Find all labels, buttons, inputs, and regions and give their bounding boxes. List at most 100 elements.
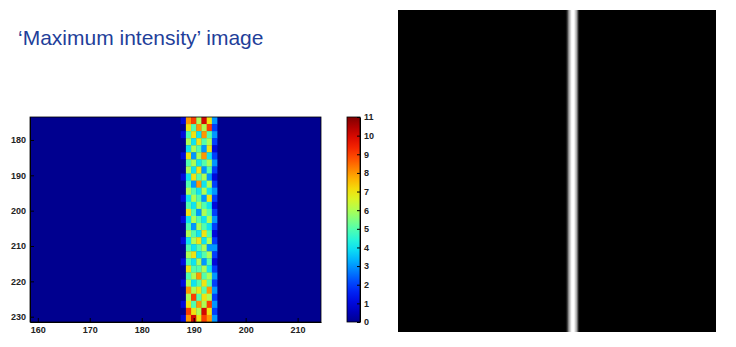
heatmap-cell [201,124,206,131]
heatmap-cell [196,280,201,287]
heatmap-cell [201,237,206,244]
heatmap-cell [212,287,217,294]
heatmap-cell [191,230,196,237]
heatmap-cell [186,202,191,209]
heatmap-cell [201,159,206,166]
heatmap-cell [201,209,206,216]
heatmap-cell [212,244,217,251]
y-axis-tick-label: 190 [11,171,26,181]
heatmap-cell [212,152,217,159]
heatmap-cell [181,152,186,159]
heatmap-cell [207,174,212,181]
colorbar [347,117,360,322]
colorbar-axis-line [360,118,361,323]
heatmap-cell [207,138,212,145]
heatmap-cell [181,209,186,216]
heatmap-cell [201,202,206,209]
heatmap-cell [191,216,196,223]
x-axis-tick-mark [90,318,91,322]
heatmap-cell [181,131,186,138]
heatmap-cell [212,188,217,195]
heatmap-cell [207,315,212,322]
heatmap-cell [181,237,186,244]
heatmap-cell [196,301,201,308]
heatmap-cell [207,145,212,152]
colorbar-axis-tick: 3 [357,261,369,271]
heatmap-cell [207,117,212,124]
canvas: ‘Maximum intensity’ image160170180190200… [0,0,736,347]
heatmap-cell [181,287,186,294]
x-axis: 160170180190200210 [31,318,322,335]
heatmap-cell [196,209,201,216]
heatmap-cell [191,124,196,131]
heatmap-cell [191,258,196,265]
heatmap-cell [196,216,201,223]
heatmap-cell [196,251,201,258]
y-axis-tick-mark [30,175,34,176]
heatmap-cell [207,280,212,287]
colorbar-axis-tick-label: 1 [364,299,369,309]
heatmap-cell [181,315,186,322]
heatmap-cell [201,223,206,230]
heatmap-cell [186,251,191,258]
heatmap-cell [201,258,206,265]
heatmap-cell [212,202,217,209]
heatmap-cell [207,216,212,223]
heatmap-cell [196,294,201,301]
colorbar-axis-tick-mark [357,210,360,211]
heatmap-cell [196,258,201,265]
heatmap-cell [207,308,212,315]
heatmap-cell [181,265,186,272]
heatmap-cell [207,209,212,216]
x-axis-tick-label: 170 [83,325,98,335]
y-axis-tick: 190 [11,171,34,181]
heatmap-cell [212,166,217,173]
colorbar-axis-tick-label: 7 [364,187,369,197]
heatmap-cell [191,159,196,166]
heatmap-cell [186,138,191,145]
heatmap-cell [201,131,206,138]
heatmap-cell [191,166,196,173]
y-axis-tick-mark [30,281,34,282]
heatmap-cell [181,145,186,152]
y-axis-tick-label: 230 [11,312,26,322]
heatmap-cell [201,181,206,188]
heatmap-cell [196,181,201,188]
heatmap-cell [196,152,201,159]
plot-background [30,117,321,322]
heatmap-cell [181,188,186,195]
heatmap-cell [212,138,217,145]
heatmap-cell [201,244,206,251]
heatmap-cell [181,202,186,209]
heatmap-cell [186,265,191,272]
heatmap-cell [191,209,196,216]
heatmap-cell [207,301,212,308]
heatmap-cell [196,308,201,315]
heatmap-cell [201,251,206,258]
heatmap-cell [186,258,191,265]
heatmap-cell [212,294,217,301]
heatmap-cell [212,159,217,166]
y-axis: 180190200210220230 [11,118,34,323]
colorbar-axis-tick: 4 [357,243,369,253]
heatmap-cell [186,287,191,294]
heatmap-cell [201,301,206,308]
heatmap-cell [181,301,186,308]
colorbar-axis-tick-mark [357,266,360,267]
x-axis-tick-mark [38,318,39,322]
colorbar-axis: 01234567891011 [357,112,374,327]
heatmap-cell [212,145,217,152]
heatmap-cell [186,216,191,223]
heatmap-cell [186,124,191,131]
heatmap-cell [181,159,186,166]
heatmap-cell [181,244,186,251]
heatmap-cell [207,124,212,131]
heatmap-cell [212,265,217,272]
heatmap-cell [212,124,217,131]
x-axis-tick-label: 190 [187,325,202,335]
y-axis-tick-label: 200 [11,206,26,216]
colorbar-axis-tick-label: 10 [364,131,374,141]
heatmap-cell [201,280,206,287]
colorbar-axis-tick: 2 [357,280,369,290]
heatmap-cell [191,237,196,244]
